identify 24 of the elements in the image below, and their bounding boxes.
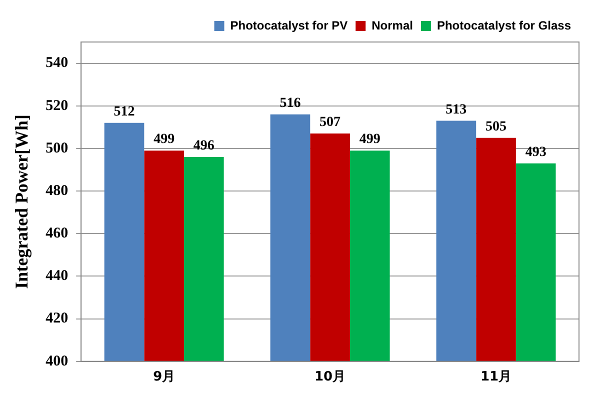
y-tick-label: 480 <box>46 182 68 199</box>
y-tick-label: 500 <box>46 140 68 156</box>
data-label: 507 <box>320 115 341 130</box>
y-tick-label: 520 <box>46 98 68 114</box>
data-label: 513 <box>446 102 467 118</box>
y-tick-label: 440 <box>46 268 68 284</box>
x-tick-label: 10月 <box>314 370 346 385</box>
y-tick-label: 420 <box>46 310 68 327</box>
data-label: 496 <box>193 138 214 154</box>
y-tick-label: 460 <box>46 226 68 242</box>
legend-label: Normal <box>372 18 413 32</box>
data-label: 512 <box>114 104 135 120</box>
x-tick-label: 9月 <box>153 370 176 385</box>
y-axis-title: Integrated Power[Wh] <box>11 114 32 289</box>
y-tick-label: 400 <box>46 353 68 370</box>
data-label: 493 <box>525 144 546 160</box>
data-label: 499 <box>359 132 380 148</box>
data-label: 499 <box>154 132 175 148</box>
x-tick-label: 11月 <box>480 370 512 385</box>
legend-label: Photocatalyst for Glass <box>436 18 572 32</box>
data-label: 516 <box>280 96 301 112</box>
data-label: 505 <box>486 119 507 134</box>
legend-label: Photocatalyst for PV <box>230 18 348 32</box>
y-tick-label: 540 <box>46 55 68 72</box>
